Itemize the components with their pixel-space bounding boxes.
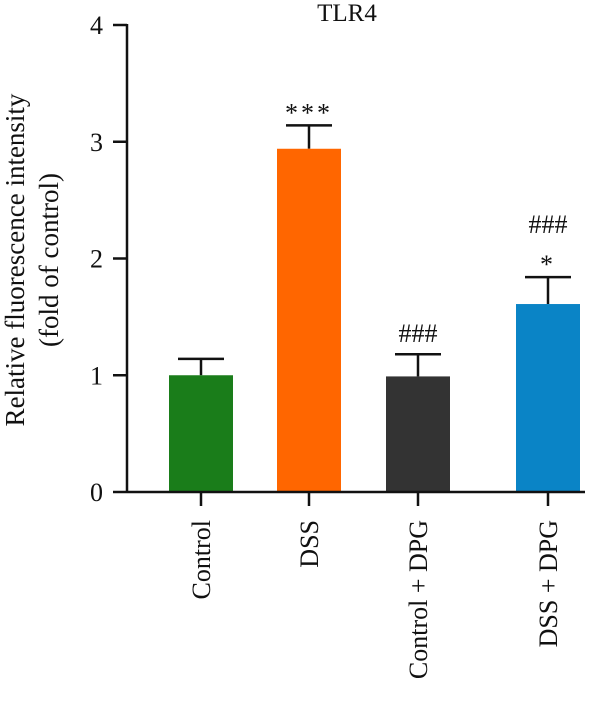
significance-label-1-0: *** — [285, 98, 333, 127]
significance-label-2-0: ### — [399, 319, 438, 348]
y-tick-label-4: 4 — [90, 11, 103, 40]
bar-3 — [516, 304, 580, 492]
x-tick-label-0: Control — [187, 520, 216, 599]
y-axis-title: Relative fluorescence intensity (fold of… — [0, 93, 64, 426]
x-tick-label-2: Control + DPG — [404, 520, 433, 679]
x-tick-label-3: DSS + DPG — [534, 520, 563, 647]
y-tick-label-3: 3 — [90, 128, 103, 157]
y-tick-label-1: 1 — [90, 361, 103, 390]
y-tick-label-2: 2 — [90, 245, 103, 274]
x-tick-label-1: DSS — [295, 520, 324, 568]
y-tick-label-0: 0 — [90, 478, 103, 507]
y-axis-title-line2: (fold of control) — [34, 173, 64, 347]
bar-2 — [386, 376, 450, 492]
significance-label-3-1: * — [540, 250, 556, 279]
plot-area: *** ### * ### 0 1 2 3 4 Control DSS Control + DPG DS… — [90, 11, 585, 679]
significance-label-3-0: ### — [529, 210, 568, 239]
chart-title: TLR4 — [317, 0, 377, 27]
y-axis-title-line1: Relative fluorescence intensity — [0, 93, 30, 426]
bar-0 — [169, 375, 233, 492]
bar-1 — [277, 148, 341, 492]
